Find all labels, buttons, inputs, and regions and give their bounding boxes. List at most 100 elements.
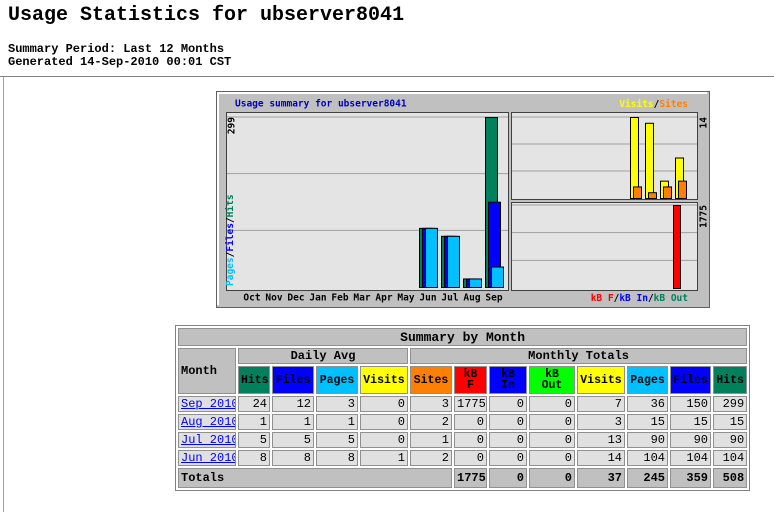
value-cell: 0 — [529, 414, 575, 430]
month-cell: Jul 2010 — [178, 432, 236, 448]
totals-label: Totals — [178, 468, 452, 488]
rule — [0, 76, 774, 77]
month-label: Sep — [485, 293, 502, 304]
value-cell: 90 — [670, 432, 711, 448]
column-header: Visits — [577, 366, 625, 394]
legend-separator: / — [648, 293, 654, 304]
summary-period: Summary Period: Last 12 Months — [8, 42, 225, 56]
value-cell: 0 — [454, 414, 487, 430]
legend: Pages/Files/Hits — [225, 194, 236, 286]
summary-table: Summary by Month Month Daily Avg Monthly… — [175, 325, 751, 491]
value-cell: 15 — [670, 414, 711, 430]
bar — [425, 227, 438, 289]
value-cell: 0 — [454, 432, 487, 448]
month-label: Dec — [287, 293, 304, 304]
value-cell: 5 — [238, 432, 270, 448]
bar — [648, 192, 657, 200]
month-label: May — [397, 293, 414, 304]
panel — [511, 202, 698, 291]
bevel — [217, 92, 707, 305]
month-cell: Aug 2010 — [178, 414, 236, 430]
month-link[interactable]: Jun 2010 — [181, 451, 236, 465]
month-label: Apr — [375, 293, 392, 304]
column-header: Hits — [713, 366, 748, 394]
value-cell: 0 — [529, 432, 575, 448]
month-label: Mar — [353, 293, 370, 304]
value-cell: 5 — [272, 432, 314, 448]
legend-entry: Sites — [659, 99, 688, 110]
legend-entry: kB Out — [654, 293, 688, 304]
value-cell: 0 — [360, 432, 408, 448]
value-cell: 15 — [713, 414, 748, 430]
column-header: Sites — [410, 366, 452, 394]
totals-cell: 0 — [489, 468, 527, 488]
max-label: 1775 — [699, 205, 710, 228]
value-cell: 2 — [410, 450, 452, 466]
month-link[interactable]: Sep 2010 — [181, 397, 236, 411]
value-cell: 0 — [360, 414, 408, 430]
table-row: Sep 2010 24 12 3 0 3 1775 0 0 7 36 150 299 — [178, 396, 748, 412]
value-cell: 90 — [713, 432, 748, 448]
table-title: Summary by Month — [178, 328, 748, 346]
value-cell: 0 — [489, 450, 527, 466]
column-header: Files — [670, 366, 711, 394]
monthly-header: Monthly Totals — [410, 348, 748, 364]
value-cell: 1775 — [454, 396, 487, 412]
month-label: Jan — [309, 293, 326, 304]
bar — [630, 117, 639, 199]
table-row: Jul 2010 5 5 5 0 1 0 0 0 13 90 90 90 — [178, 432, 748, 448]
value-cell: 1 — [360, 450, 408, 466]
value-cell: 1 — [316, 414, 358, 430]
value-cell: 8 — [238, 450, 270, 466]
totals-row: Totals 1775 0 0 37 245 359 508 — [178, 468, 748, 488]
month-cell: Jun 2010 — [178, 450, 236, 466]
value-cell: 104 — [713, 450, 748, 466]
value-cell: 1 — [410, 432, 452, 448]
value-cell: 24 — [238, 396, 270, 412]
legend-entry: Visits — [619, 99, 653, 110]
totals-cell: 0 — [529, 468, 575, 488]
value-cell: 14 — [577, 450, 625, 466]
legend-separator: / — [614, 293, 620, 304]
value-cell: 8 — [272, 450, 314, 466]
daily-header: Daily Avg — [238, 348, 408, 364]
column-header: Pages — [627, 366, 668, 394]
column-header: Pages — [316, 366, 358, 394]
legend-entry: Pages — [225, 257, 236, 286]
month-link[interactable]: Aug 2010 — [181, 415, 236, 429]
value-cell: 15 — [627, 414, 668, 430]
totals-cell: 359 — [670, 468, 711, 488]
month-label: Jun — [419, 293, 436, 304]
totals-cell: 245 — [627, 468, 668, 488]
legend-separator: / — [654, 99, 660, 110]
month-label: Jul — [441, 293, 458, 304]
value-cell: 13 — [577, 432, 625, 448]
value-cell: 150 — [670, 396, 711, 412]
value-cell: 104 — [627, 450, 668, 466]
value-cell: 8 — [316, 450, 358, 466]
bar — [645, 122, 654, 199]
table-row: Jun 2010 8 8 8 1 2 0 0 0 14 104 104 104 — [178, 450, 748, 466]
value-cell: 90 — [627, 432, 668, 448]
legend-entry: Hits — [225, 194, 236, 217]
value-cell: 5 — [316, 432, 358, 448]
legend-separator: / — [225, 217, 236, 223]
month-cell: Sep 2010 — [178, 396, 236, 412]
bar — [663, 186, 672, 200]
page-title: Usage Statistics for ubserver8041 — [8, 4, 405, 27]
panel — [226, 112, 509, 291]
value-cell: 0 — [529, 396, 575, 412]
value-cell: 0 — [489, 396, 527, 412]
legend-separator: / — [225, 251, 236, 257]
bar — [633, 186, 642, 200]
totals-cell: 1775 — [454, 468, 487, 488]
value-cell: 0 — [360, 396, 408, 412]
generated: Generated 14-Sep-2010 00:01 CST — [8, 55, 232, 69]
value-cell: 3 — [577, 414, 625, 430]
value-cell: 0 — [529, 450, 575, 466]
month-header: Month — [178, 348, 236, 394]
value-cell: 7 — [577, 396, 625, 412]
value-cell: 1 — [238, 414, 270, 430]
month-link[interactable]: Jul 2010 — [181, 433, 236, 447]
value-cell: 36 — [627, 396, 668, 412]
